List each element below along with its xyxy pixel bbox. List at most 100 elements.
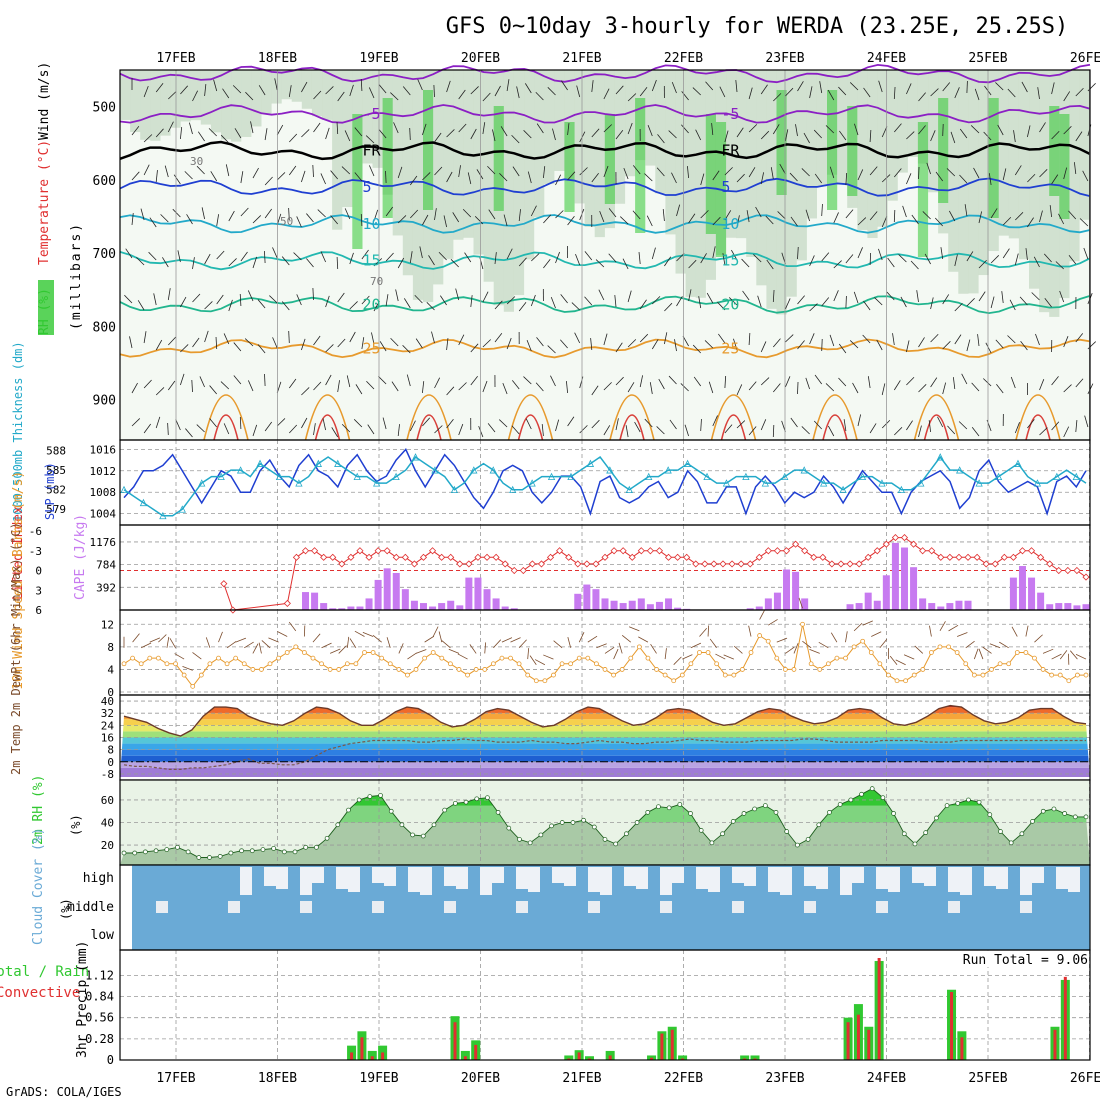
warm-contour — [609, 394, 655, 441]
li-point — [283, 599, 291, 607]
wind-barb — [906, 83, 912, 95]
li-point — [674, 553, 682, 561]
wind-barb — [1082, 170, 1089, 182]
wind-speed-point — [654, 667, 659, 672]
wind-speed-point — [834, 655, 840, 661]
surface-wind-barb — [809, 649, 820, 654]
rh-wet-band — [423, 90, 434, 210]
cape-bar — [365, 598, 373, 610]
rh-band — [372, 70, 383, 168]
wind-speed-point — [697, 650, 702, 655]
wind-speed-point — [250, 667, 256, 672]
cape-bar — [619, 603, 627, 610]
wind-barb — [402, 345, 411, 354]
surface-wind-barb — [338, 645, 347, 654]
wind-barb — [1063, 126, 1072, 135]
cloud-clear-cell — [948, 867, 960, 892]
isotherm-line — [119, 338, 1091, 359]
rh-band — [1039, 70, 1050, 313]
cloud-unit-label: (%) — [59, 898, 73, 920]
wind-speed-point — [1066, 678, 1072, 684]
rh-point — [859, 791, 864, 797]
rh-band — [625, 70, 636, 177]
thickness-axis-label: 1000-500mb Thickness (dm) — [11, 341, 25, 522]
isotherm-line — [119, 295, 1091, 315]
rh-wet-band — [1049, 106, 1060, 196]
wind-barb — [325, 344, 334, 353]
rh-point — [367, 794, 373, 799]
wind-barb — [1033, 256, 1040, 268]
wind-barb — [172, 208, 181, 218]
wind-barb — [1075, 378, 1084, 388]
wind-tick-label: 4 — [107, 663, 114, 676]
wind-barb — [924, 253, 931, 265]
cape-bar — [864, 592, 872, 610]
wind-barb — [547, 87, 556, 96]
li-point — [574, 560, 582, 568]
temp-tick-label: 0 — [107, 756, 114, 769]
cape-bar — [456, 605, 464, 610]
wind-barb — [615, 85, 624, 95]
warm-contour — [203, 394, 249, 441]
surface-wind-barb — [889, 655, 898, 665]
wind-speed-point — [860, 638, 866, 644]
rh-point — [121, 850, 127, 856]
li-point — [1046, 560, 1054, 568]
rh-band — [614, 70, 626, 204]
li-point — [465, 560, 473, 568]
wind-barb — [922, 211, 931, 220]
wind-barb — [688, 259, 697, 269]
wind-speed-point — [602, 667, 608, 672]
wind-barb — [220, 381, 230, 390]
wind-barb — [717, 301, 726, 311]
surface-wind-barb — [999, 641, 1009, 649]
wind-barb — [431, 331, 435, 344]
wind-speed-point — [327, 667, 333, 672]
isotherm-line — [119, 177, 1091, 197]
wind-barb — [434, 166, 443, 176]
rh-point — [645, 809, 651, 815]
rh-band — [837, 70, 848, 185]
wind-barb — [881, 383, 886, 396]
thickness-point — [683, 459, 692, 467]
rh-wet-band — [917, 122, 929, 257]
rh-band — [1079, 70, 1090, 220]
precip-convective-bar — [681, 1058, 685, 1060]
rh-point — [1019, 831, 1025, 837]
wind-barb — [361, 295, 370, 305]
wind-barb — [240, 207, 249, 217]
wind10m-axis-label: 10m Wind Speed & Barbs (m/s) — [11, 471, 26, 690]
wind-barb — [1014, 253, 1019, 266]
wind-barb — [1063, 384, 1072, 393]
wind-barb — [494, 332, 503, 343]
wind-barb — [893, 209, 896, 223]
wind-barb — [385, 252, 394, 262]
wind-barb — [1073, 162, 1077, 175]
surface-wind-barb — [793, 643, 799, 654]
wind-barb — [779, 163, 786, 175]
rh-point — [634, 820, 640, 825]
wind-barb — [210, 171, 218, 182]
surface-wind-barb — [141, 642, 152, 649]
li-point — [556, 547, 564, 555]
rh-wet-band — [776, 90, 787, 195]
wind-speed-point — [138, 661, 144, 667]
li-point — [810, 553, 818, 561]
wind-barb — [926, 162, 931, 175]
wind-speed-point — [430, 650, 436, 655]
surface-wind-barb — [261, 640, 271, 649]
surface-wind-barb — [709, 638, 717, 649]
surface-wind-barb — [1034, 634, 1043, 643]
wind-barb — [264, 374, 266, 387]
rh-point — [485, 795, 490, 801]
surface-wind-barb — [690, 642, 702, 649]
surface-wind-barb — [1059, 650, 1068, 660]
wind-barb — [434, 132, 442, 143]
wind-barb — [560, 294, 568, 304]
wind-barb — [996, 383, 1004, 394]
wind-barb — [518, 209, 521, 222]
wind-barb — [706, 292, 714, 304]
li-point — [701, 560, 709, 568]
wind-barb — [1015, 212, 1024, 221]
wind-barb — [257, 344, 266, 354]
